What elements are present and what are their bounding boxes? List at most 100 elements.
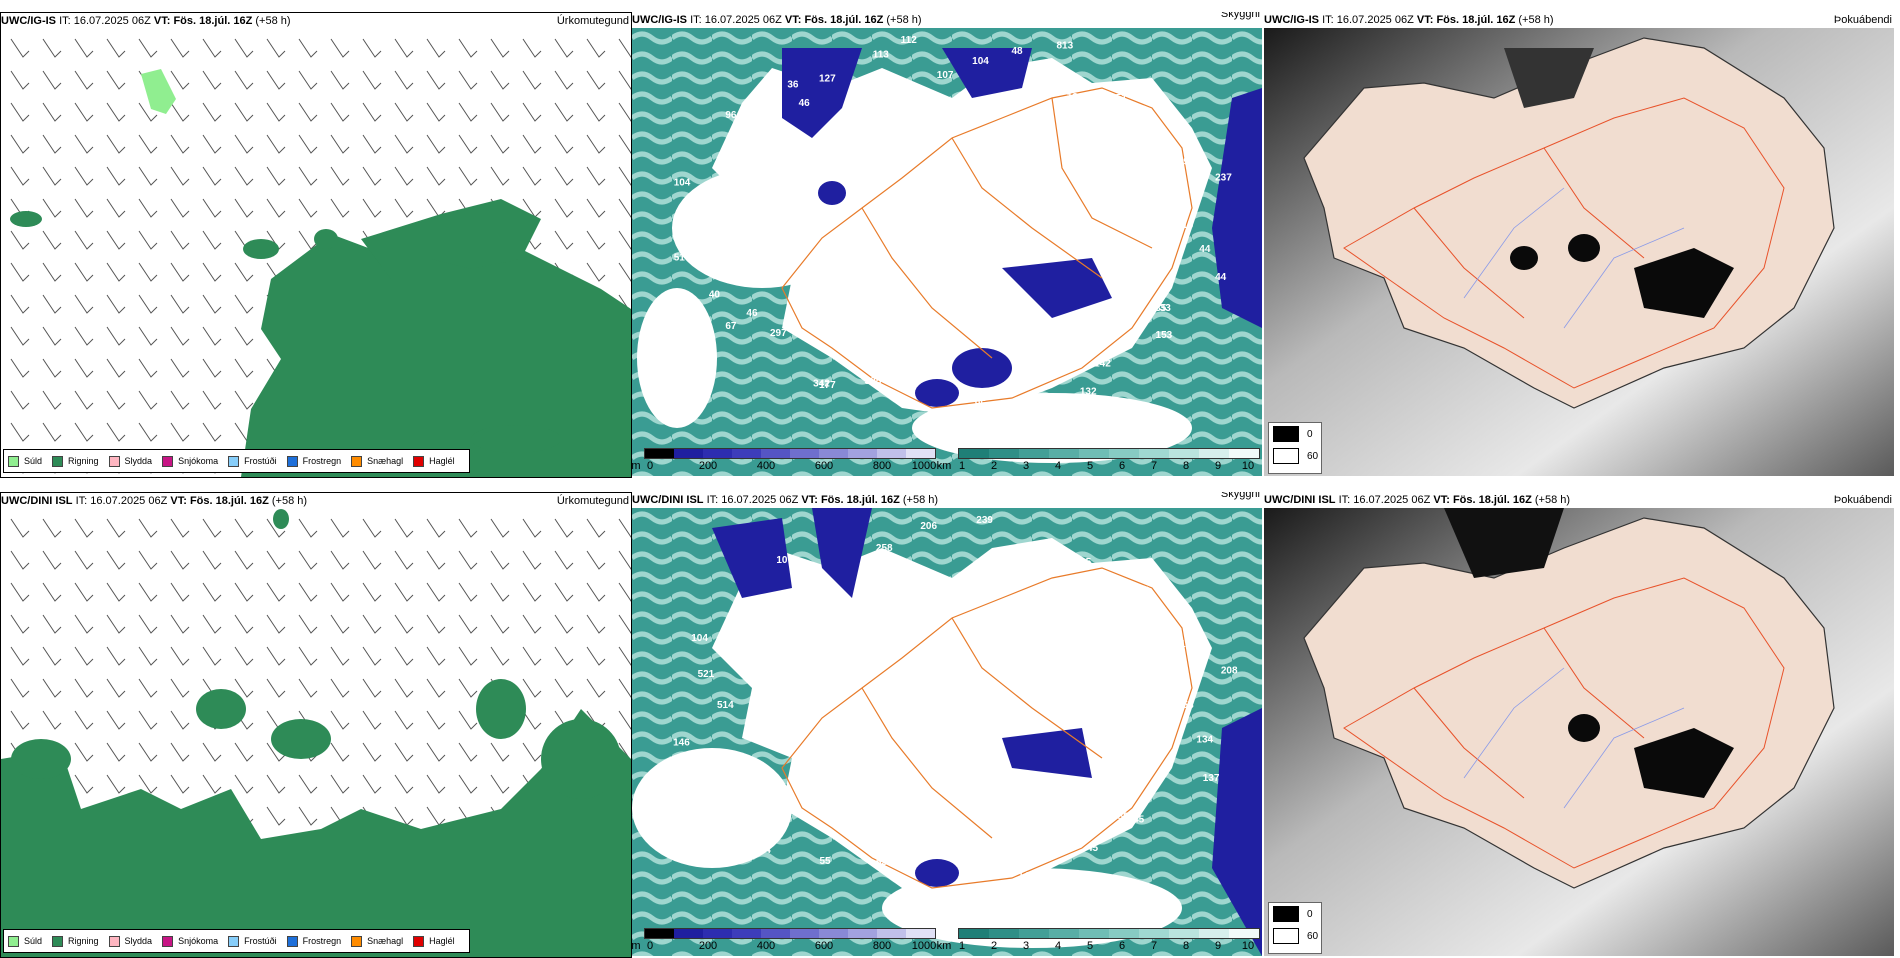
product-name: Úrkomutegund (556, 495, 629, 507)
wind-barb (106, 550, 126, 570)
wind-barb (618, 294, 631, 314)
wind-barb (362, 70, 382, 90)
wind-barb (586, 678, 606, 698)
wind-barb (234, 70, 254, 90)
wind-barb (106, 710, 126, 730)
wind-barb (42, 102, 62, 122)
cloud-base-label: 96 (725, 110, 737, 121)
wind-barb (490, 646, 510, 666)
cloud-base-label: 74 (732, 166, 744, 177)
wind-barb (522, 678, 542, 698)
wind-barb (10, 518, 30, 538)
wind-barb (234, 134, 254, 154)
wind-barb (138, 198, 158, 218)
wind-barb (522, 134, 542, 154)
visibility-colorbar: km 1 2 3 4 5 6 7 8 9 10 (937, 928, 1260, 954)
wind-barb (234, 102, 254, 122)
wind-barb (394, 774, 414, 794)
panel-header: UWC/IG-IS IT: 16.07.2025 06Z VT: Fös. 18… (1, 15, 629, 27)
wind-barb (42, 230, 62, 250)
wind-barb (74, 134, 94, 154)
wind-barb (234, 614, 254, 634)
wind-barb (394, 70, 414, 90)
wind-barb (202, 550, 222, 570)
wind-barb (106, 326, 126, 346)
wind-barb (10, 70, 30, 90)
wind-barb (298, 774, 318, 794)
wind-barb (10, 38, 30, 58)
legend-item: Rigning (52, 935, 99, 947)
wind-barb (426, 550, 446, 570)
wind-barb (490, 582, 510, 602)
wind-barb (106, 134, 126, 154)
visibility-panel-dini: UWC/DINI ISL IT: 16.07.2025 06Z VT: Fös.… (632, 492, 1262, 956)
wind-barb (618, 646, 631, 666)
cloud-base-label: 251 (1110, 93, 1127, 104)
cloud-base-label: 153 (1177, 700, 1194, 711)
wind-barb (330, 134, 350, 154)
cloud-base-label: 144 (1018, 871, 1035, 882)
wind-barb (554, 38, 574, 58)
wind-barb (106, 646, 126, 666)
wind-barb (74, 166, 94, 186)
cloud-base-label: 106 (1005, 380, 1022, 391)
wind-barb (74, 358, 94, 378)
cloud-base-label: 51 (674, 253, 686, 264)
wind-barb (74, 326, 94, 346)
wind-barb (10, 390, 30, 410)
wind-barb (330, 550, 350, 570)
wind-barb (586, 70, 606, 90)
wind-barb (522, 38, 542, 58)
cloud-base-label: 46 (746, 308, 758, 319)
wind-barb (10, 678, 30, 698)
wind-barb (106, 70, 126, 90)
cloud-base-label: 18 (718, 232, 730, 243)
wind-barb (458, 582, 478, 602)
cloud-base-label: 40 (709, 290, 721, 301)
wind-barb (74, 294, 94, 314)
wind-barb (42, 134, 62, 154)
wind-barb (106, 102, 126, 122)
wind-barb (138, 742, 158, 762)
wind-barb (266, 678, 286, 698)
wind-barb (426, 710, 446, 730)
wind-barb (170, 742, 190, 762)
wind-barb (202, 326, 222, 346)
wind-barb (554, 518, 574, 538)
wind-barb (298, 70, 318, 90)
wind-barb (298, 678, 318, 698)
wind-barb (330, 582, 350, 602)
wind-barb (266, 806, 286, 826)
fog-legend: 0 60 (1268, 902, 1322, 954)
wind-barb (618, 550, 631, 570)
wind-barb (298, 198, 318, 218)
wind-barb (426, 614, 446, 634)
wind-barb (202, 230, 222, 250)
cloud-base-label: 44 (1215, 272, 1227, 283)
cloud-base-label: 41 (1175, 194, 1187, 205)
wind-barb (138, 550, 158, 570)
legend-item: Frostúði (228, 455, 277, 467)
wind-barb (490, 70, 510, 90)
cloud-base-label: 44 (1199, 244, 1211, 255)
wind-barb (234, 358, 254, 378)
wind-barb (10, 646, 30, 666)
wind-barb (234, 38, 254, 58)
wind-barb (554, 134, 574, 154)
wind-barb (202, 38, 222, 58)
wind-barb (170, 550, 190, 570)
wind-barb (170, 134, 190, 154)
wind-barb (42, 166, 62, 186)
wind-barb (42, 518, 62, 538)
cloud-base-label: 131 (1067, 92, 1084, 103)
cloud-base-label: 177 (819, 380, 836, 391)
cloud-base-label: 107 (937, 70, 954, 81)
wind-barb (298, 166, 318, 186)
cloud-base-label: 33 (1160, 303, 1172, 314)
wind-barb (426, 742, 446, 762)
wind-barb (42, 390, 62, 410)
wind-barb (266, 742, 286, 762)
wind-barb (266, 582, 286, 602)
panel-header: UWC/DINI ISL IT: 16.07.2025 06Z VT: Fös.… (1, 495, 629, 507)
precip-legend: Súld Rigning Slydda Snjókoma Frostúði Fr… (3, 929, 470, 953)
